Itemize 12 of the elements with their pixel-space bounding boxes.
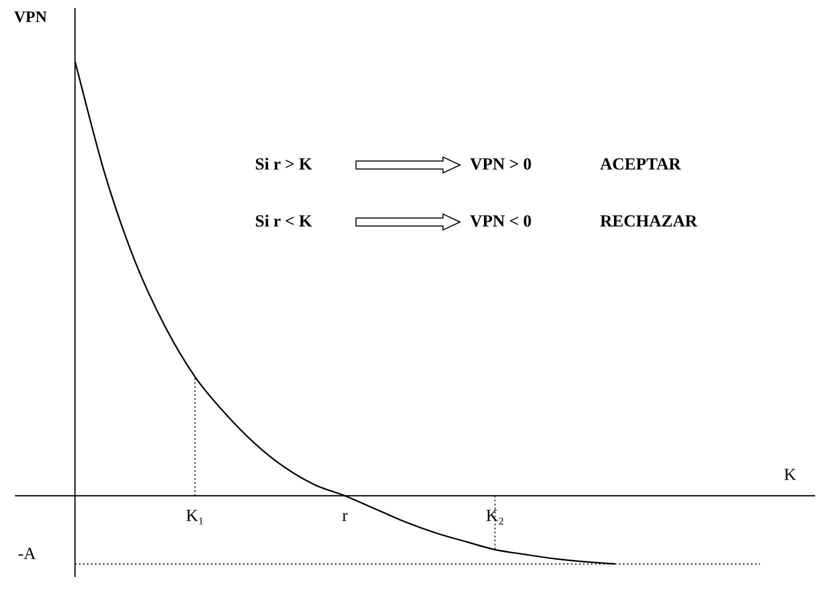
x-tick-label: K₁ xyxy=(186,506,204,525)
ref-line-label: -A xyxy=(18,544,37,563)
x-tick-label: r xyxy=(342,506,348,525)
annotation: Si r > K xyxy=(255,154,313,174)
x-axis-title: K xyxy=(784,464,797,484)
y-axis-title: VPN xyxy=(14,9,48,26)
annotation: VPN > 0 xyxy=(470,154,532,174)
annotation: ACEPTAR xyxy=(600,154,682,174)
x-tick-label: K₂ xyxy=(486,506,504,525)
annotation: RECHAZAR xyxy=(600,211,698,230)
annotation: Si r < K xyxy=(255,211,313,230)
annotation: VPN < 0 xyxy=(470,211,532,230)
